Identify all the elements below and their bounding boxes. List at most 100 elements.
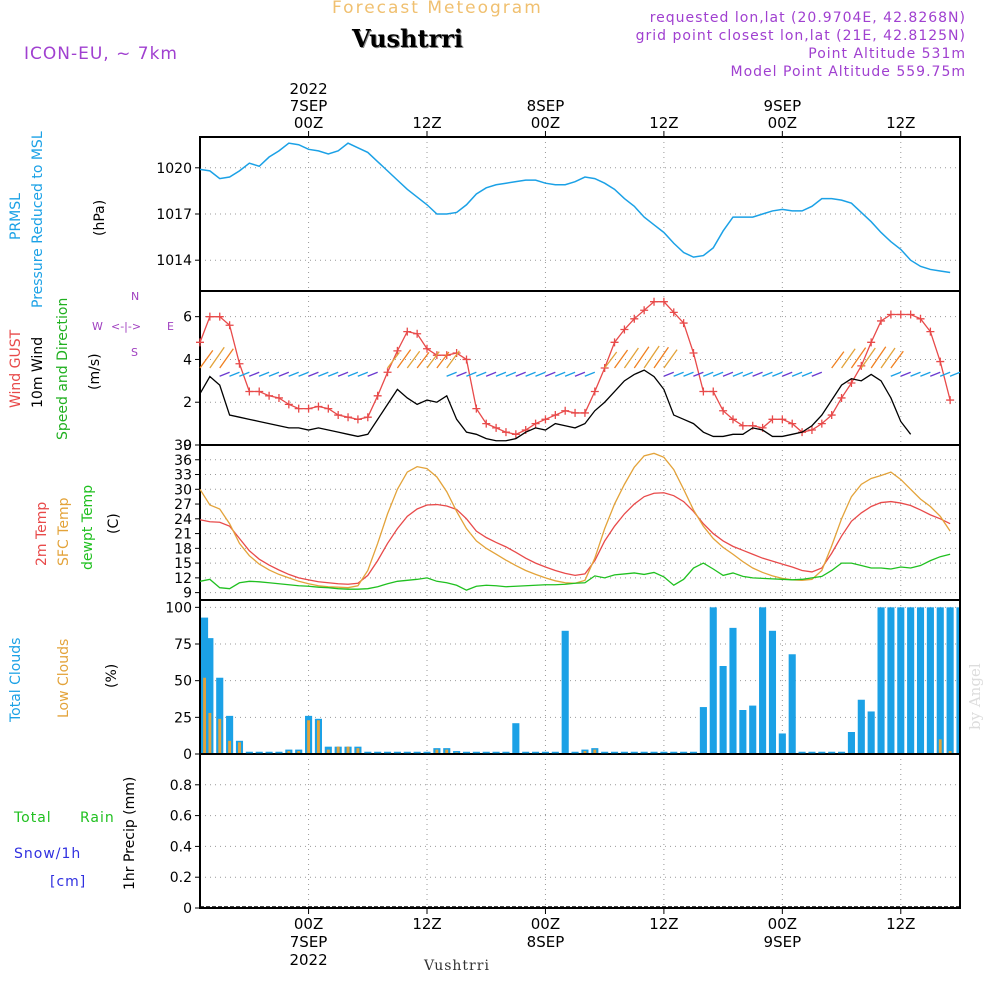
wind-gust-marker bbox=[344, 413, 353, 422]
low-cloud-bar bbox=[948, 751, 952, 753]
wind-direction-arrow bbox=[298, 371, 309, 377]
wind-direction-arrow bbox=[357, 371, 369, 377]
wind-direction-arrow bbox=[801, 371, 813, 377]
wind-gust-marker bbox=[561, 406, 570, 415]
ytick-label-pressure: 1020 bbox=[156, 161, 192, 177]
ytick-label-temperature: 30 bbox=[174, 482, 192, 498]
snow-label: Snow/1h bbox=[14, 846, 82, 862]
wind-direction-arrow bbox=[683, 371, 694, 377]
grid-point-coords: grid point closest lon,lat (21E, 42.8125… bbox=[635, 28, 966, 44]
compass-w: W bbox=[92, 320, 103, 333]
wind-direction-arrow bbox=[219, 348, 234, 369]
wind-direction-arrow bbox=[446, 371, 457, 377]
wind-gust-marker bbox=[650, 297, 659, 306]
wind-direction-arrow bbox=[278, 371, 290, 377]
low-cloud-bar bbox=[326, 749, 330, 753]
top-axis-label: 12Z bbox=[412, 114, 441, 132]
top-axis-label: 00Z bbox=[531, 114, 560, 132]
total-cloud-bar bbox=[867, 711, 875, 753]
total-cloud-bar bbox=[749, 705, 757, 753]
low-cloud-bar bbox=[297, 751, 301, 753]
total-cloud-bar bbox=[453, 751, 461, 753]
wind-direction-arrow bbox=[248, 371, 260, 377]
wind-direction-arrow bbox=[239, 371, 250, 377]
wind-gust-marker bbox=[837, 393, 846, 402]
total-cloud-bar bbox=[719, 666, 727, 753]
wind-direction-arrow bbox=[485, 371, 497, 377]
total-cloud-bar bbox=[946, 607, 954, 753]
wind-direction-arrow bbox=[318, 371, 329, 377]
dewpt-line bbox=[199, 553, 951, 591]
total-cloud-bar bbox=[768, 630, 777, 753]
compass-n: N bbox=[131, 290, 140, 303]
compass-s: S bbox=[131, 346, 138, 359]
top-axis-label: 12Z bbox=[649, 114, 678, 132]
low-cloud-bar bbox=[435, 749, 439, 753]
ytick-label-pressure: 1014 bbox=[156, 253, 192, 269]
pressure-line bbox=[199, 142, 951, 274]
bottom-axis-label: 00Z bbox=[768, 915, 797, 933]
wind-gust-marker bbox=[916, 314, 925, 323]
wind-direction-arrow bbox=[199, 350, 214, 369]
total-cloud-bar bbox=[926, 607, 934, 753]
ytick-label-temperature: 33 bbox=[174, 468, 192, 484]
wind-direction-arrow bbox=[870, 346, 887, 369]
wind-gust-marker bbox=[886, 310, 895, 319]
wind-gust-marker bbox=[699, 387, 708, 396]
ytick-label-precipitation: 0 bbox=[183, 901, 192, 917]
total-cloud-bar bbox=[778, 733, 786, 753]
ytick-label-clouds: 0 bbox=[183, 747, 192, 763]
wind-direction-arrow bbox=[268, 371, 280, 377]
wind-direction-arrow bbox=[781, 371, 793, 377]
wind-direction-arrow bbox=[535, 371, 546, 377]
wind-direction-arrow bbox=[791, 371, 803, 377]
low-cloud-bar bbox=[593, 749, 597, 753]
wind-direction-arrow bbox=[545, 371, 556, 377]
wind-gust-marker bbox=[363, 413, 372, 422]
top-axis-label: 8SEP bbox=[527, 97, 565, 115]
low-cloud-bar bbox=[218, 718, 222, 753]
ytick-label-temperature: 9 bbox=[183, 586, 192, 602]
wind-direction-arrow bbox=[406, 350, 421, 369]
wind-gust-marker bbox=[403, 327, 412, 336]
wind-gust-marker bbox=[423, 344, 432, 353]
bottom-axis-label: 9SEP bbox=[764, 933, 802, 951]
wind-gust-marker bbox=[936, 357, 945, 366]
wind-gust-marker bbox=[265, 391, 274, 400]
wind-gust-marker bbox=[551, 411, 560, 420]
ytick-label-wind: 0 bbox=[183, 438, 192, 454]
total-cloud-bar bbox=[206, 638, 214, 753]
wind-gust-marker bbox=[926, 327, 935, 336]
wind-gust-marker bbox=[728, 415, 737, 424]
total-cloud-bar bbox=[729, 627, 737, 753]
chart-title: Forecast Meteogram bbox=[332, 0, 543, 18]
total-cloud-bar bbox=[709, 607, 717, 753]
low-cloud-bar bbox=[307, 720, 310, 753]
wind-gust-marker bbox=[827, 411, 836, 420]
wind-direction-arrow bbox=[850, 347, 867, 369]
wind-gust-marker bbox=[196, 338, 204, 347]
total-cloud-bar bbox=[759, 607, 767, 753]
ytick-label-pressure: 1017 bbox=[156, 207, 192, 223]
wind-gust-marker bbox=[620, 325, 629, 334]
bottom-axis-label: 2022 bbox=[289, 951, 327, 969]
wind-direction-arrow bbox=[722, 371, 734, 377]
wind-gust-marker bbox=[255, 387, 264, 396]
top-axis-label: 7SEP bbox=[290, 97, 328, 115]
total-cloud-bar bbox=[916, 607, 925, 753]
low-cloud-bar bbox=[238, 742, 241, 753]
compass-e: E bbox=[167, 320, 174, 333]
wind-gust-marker bbox=[768, 415, 777, 424]
wind-direction-arrow bbox=[623, 347, 639, 369]
wind-direction-arrow bbox=[910, 371, 921, 377]
bottom-axis-label: 7SEP bbox=[290, 933, 328, 951]
wind-direction-arrow bbox=[614, 349, 629, 369]
wind-gust-marker bbox=[472, 404, 481, 413]
wind-gust-marker bbox=[946, 396, 955, 405]
wind-gust-marker bbox=[541, 415, 550, 424]
wind-direction-arrow bbox=[831, 351, 845, 369]
wind-direction-arrow bbox=[762, 371, 773, 377]
ytick-label-wind: 6 bbox=[183, 310, 192, 326]
panel-frame-precipitation bbox=[199, 753, 961, 909]
